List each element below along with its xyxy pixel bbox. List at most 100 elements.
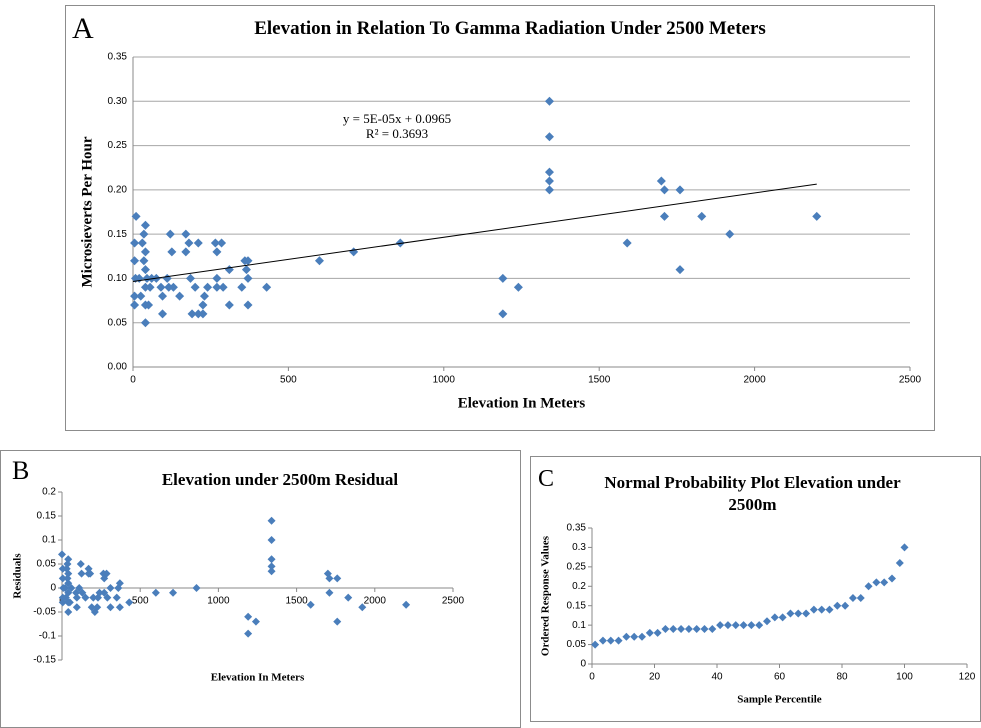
data-point bbox=[708, 625, 717, 634]
chart-title: Elevation in Relation To Gamma Radiation… bbox=[254, 18, 766, 39]
data-point bbox=[786, 609, 795, 618]
data-point bbox=[210, 238, 220, 248]
data-point bbox=[181, 247, 191, 257]
data-point bbox=[669, 625, 678, 634]
data-point bbox=[544, 96, 554, 106]
data-point bbox=[630, 632, 639, 641]
y-tick-label: 0 bbox=[580, 659, 586, 670]
y-tick-label: 0.2 bbox=[572, 581, 586, 592]
data-point bbox=[224, 300, 234, 310]
data-point bbox=[158, 309, 168, 319]
data-point bbox=[212, 282, 222, 292]
data-point bbox=[684, 625, 693, 634]
data-point bbox=[856, 593, 865, 602]
data-point bbox=[864, 582, 873, 591]
data-point bbox=[198, 309, 208, 319]
data-point bbox=[770, 613, 779, 622]
data-point bbox=[185, 273, 195, 283]
data-point bbox=[243, 273, 253, 283]
data-point bbox=[638, 632, 646, 641]
y-tick-label: 0.05 bbox=[567, 639, 587, 650]
chart-title: Normal Probability Plot Elevation under … bbox=[604, 473, 901, 514]
data-point bbox=[169, 588, 178, 597]
data-point bbox=[103, 593, 112, 602]
data-point bbox=[190, 282, 200, 292]
x-tick-label: 0 bbox=[130, 375, 136, 386]
data-point bbox=[77, 569, 86, 578]
data-point bbox=[314, 256, 324, 266]
data-point bbox=[841, 601, 850, 610]
data-point bbox=[306, 600, 315, 609]
data-point bbox=[498, 309, 508, 319]
data-point bbox=[137, 238, 147, 248]
data-point bbox=[140, 282, 150, 292]
data-point bbox=[81, 593, 90, 602]
data-point bbox=[193, 309, 203, 319]
trendline bbox=[132, 183, 817, 283]
data-point bbox=[86, 569, 95, 578]
trendline-equation: y = 5E-05x + 0.0965 bbox=[343, 111, 451, 126]
y-tick-label: 0.25 bbox=[108, 140, 128, 151]
data-point bbox=[692, 625, 701, 634]
data-point bbox=[622, 632, 631, 641]
x-tick-label: 40 bbox=[711, 672, 723, 683]
data-point bbox=[115, 603, 124, 612]
x-tick-label: 2500 bbox=[442, 596, 465, 607]
data-point bbox=[802, 609, 811, 618]
y-tick-label: 0.15 bbox=[567, 600, 587, 611]
data-point bbox=[656, 176, 666, 186]
data-point bbox=[267, 562, 276, 571]
data-point bbox=[64, 569, 73, 578]
y-axis-label: Microsieverts Per Hour bbox=[79, 136, 95, 287]
data-point bbox=[140, 247, 150, 257]
data-point bbox=[95, 588, 104, 597]
x-tick-label: 60 bbox=[774, 672, 786, 683]
data-point bbox=[614, 636, 623, 645]
data-point bbox=[140, 220, 150, 230]
y-tick-label: 0.35 bbox=[108, 52, 128, 63]
data-point bbox=[218, 282, 228, 292]
data-point bbox=[725, 229, 735, 239]
data-point bbox=[175, 291, 185, 301]
x-tick-label: 2000 bbox=[364, 596, 387, 607]
data-point bbox=[164, 282, 174, 292]
y-tick-label: 0.15 bbox=[108, 229, 128, 240]
x-tick-label: 80 bbox=[836, 672, 848, 683]
data-point bbox=[151, 588, 160, 597]
data-point bbox=[731, 621, 740, 630]
x-tick-label: 0 bbox=[589, 672, 595, 683]
data-point bbox=[244, 612, 253, 621]
data-point bbox=[140, 265, 150, 275]
y-tick-label: 0.15 bbox=[37, 511, 57, 522]
data-point bbox=[144, 300, 154, 310]
data-point bbox=[106, 603, 115, 612]
panel-label: C bbox=[538, 466, 555, 492]
data-point bbox=[763, 617, 771, 626]
data-point bbox=[217, 238, 227, 248]
data-point bbox=[130, 300, 140, 310]
data-point bbox=[544, 185, 554, 195]
data-point bbox=[677, 625, 686, 634]
data-point bbox=[716, 621, 725, 630]
data-point bbox=[544, 176, 554, 186]
data-point bbox=[64, 608, 73, 616]
data-point bbox=[140, 318, 150, 328]
y-tick-label: 0.3 bbox=[572, 542, 586, 553]
data-point bbox=[145, 282, 155, 292]
data-point bbox=[325, 574, 334, 583]
data-point bbox=[333, 574, 342, 583]
data-point bbox=[606, 636, 615, 645]
data-point bbox=[739, 621, 748, 630]
data-point bbox=[747, 621, 756, 630]
data-point bbox=[262, 282, 272, 292]
x-tick-label: 100 bbox=[896, 672, 913, 683]
data-point bbox=[358, 603, 367, 612]
data-point bbox=[325, 588, 334, 597]
data-point bbox=[700, 625, 709, 634]
data-point bbox=[645, 628, 654, 637]
data-point bbox=[181, 229, 191, 239]
data-point bbox=[243, 256, 253, 266]
data-point bbox=[203, 282, 213, 292]
